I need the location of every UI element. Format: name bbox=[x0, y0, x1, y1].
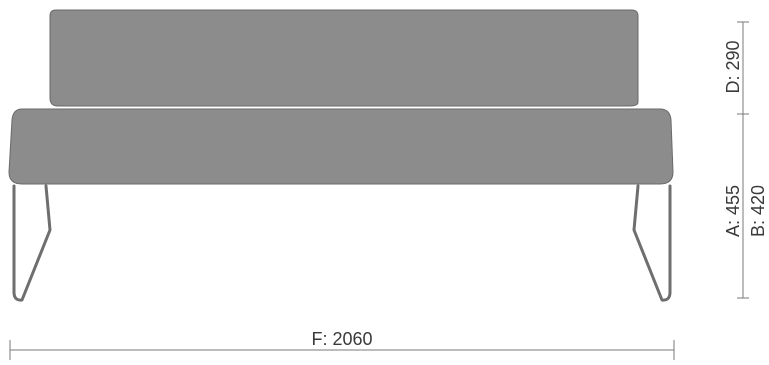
left-leg-frame bbox=[12, 184, 52, 302]
width-dimension-label: F: 2060 bbox=[311, 329, 372, 349]
seat-height-a-dimension-label: A: 455 bbox=[723, 185, 743, 237]
horizontal-dimension-line bbox=[9, 340, 675, 360]
vertical-dimension-line bbox=[737, 21, 749, 299]
back-height-dimension-label: D: 290 bbox=[723, 40, 743, 93]
sofa-backrest bbox=[49, 9, 639, 107]
seat-height-b-dimension-label: B: 420 bbox=[748, 185, 768, 237]
sofa-seat bbox=[8, 108, 674, 185]
right-leg-frame bbox=[632, 184, 672, 302]
